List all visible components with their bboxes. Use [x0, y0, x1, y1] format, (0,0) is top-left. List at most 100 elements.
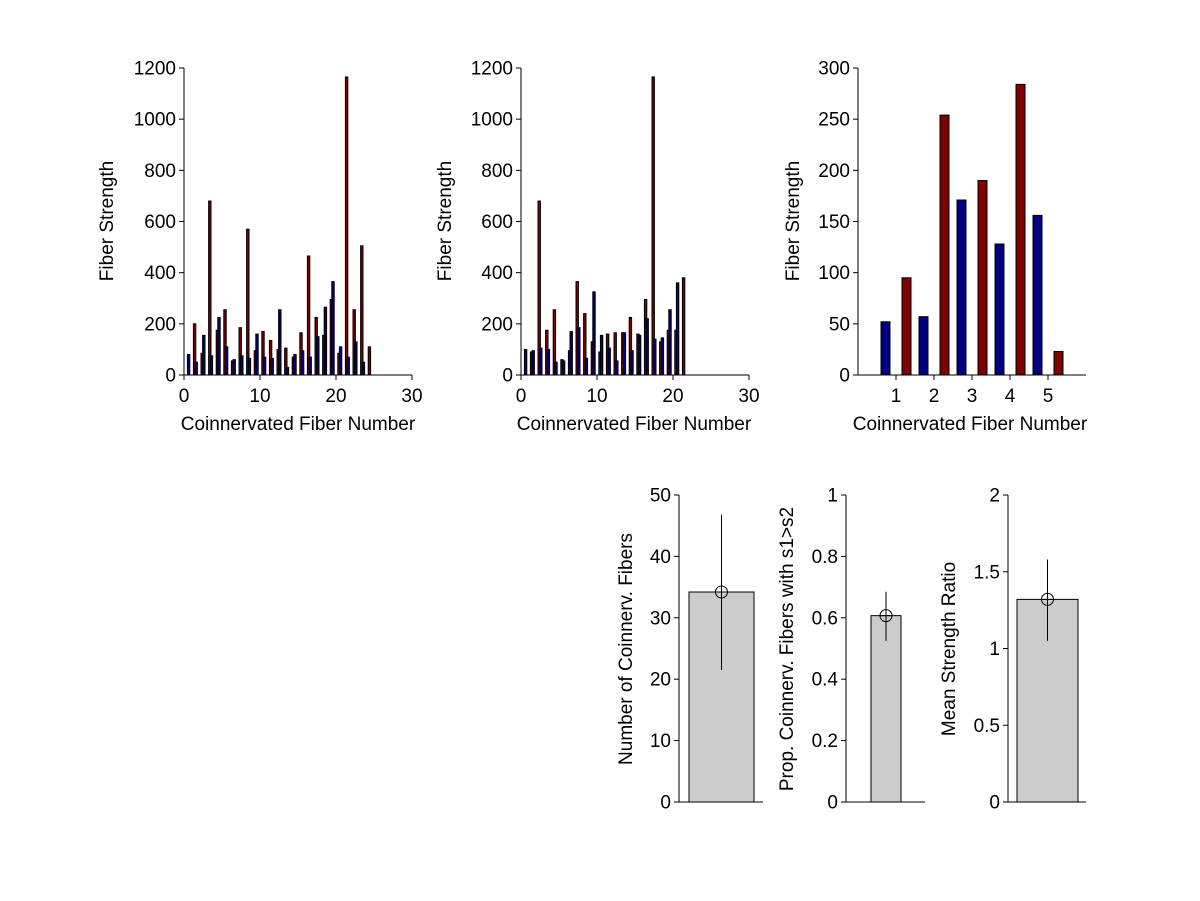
panel-a-bar-s1-7 [232, 359, 236, 376]
panel-c-bar-s1-2 [918, 316, 929, 376]
panel-b-y-axis-label: Fiber Strength [435, 161, 456, 281]
panel-a-x-ticks: 0 10 20 30 [179, 375, 423, 407]
panel-a-bar-s1-24 [361, 361, 366, 376]
panel-c-xtick-label: 4 [1005, 386, 1016, 407]
panel-e-ytick-label: 0.4 [812, 670, 839, 691]
panel-a-bar-s2-23 [360, 245, 364, 376]
panel-b-bar-s1-21 [675, 282, 680, 376]
panel-c-xtick-label: 2 [929, 386, 940, 407]
panel-a-bar-s2-8 [246, 228, 250, 376]
panel-c-ytick-label: 50 [829, 314, 850, 335]
panel-b-ytick-label: 800 [481, 161, 513, 182]
panel-a-ytick-label: 400 [144, 263, 176, 284]
panel-d-y-axis-label: Number of Coinnerv. Fibers [616, 533, 637, 765]
panel-a-bar-s1-1 [186, 354, 191, 376]
panel-a-bar-s1-13 [278, 309, 282, 376]
panel-b-x-axis-label: Coinnervated Fiber Number [517, 414, 752, 435]
panel-b-bar-s1-6 [561, 360, 566, 376]
panel-c-bar-s2-3 [977, 180, 988, 376]
panel-a-bar-s1-23 [354, 341, 358, 376]
panel-a-bar-s1-20 [331, 281, 335, 376]
panel-d-ytick-label: 50 [650, 486, 671, 507]
panel-d-ytick-label: 20 [650, 670, 671, 691]
panel-a-bar-s1-11 [262, 356, 267, 376]
panel-b-ytick-label: 1000 [471, 110, 513, 131]
panel-c-bar-s2-2 [939, 114, 950, 376]
panel-a-xtick-label: 20 [325, 386, 346, 407]
panel-a-bar-s1-10 [255, 333, 259, 376]
panel-d-chart: 0 10 20 30 40 50 Number of Coinnerv. Fibers [616, 486, 763, 814]
panel-b-bar-s1-19 [660, 337, 665, 376]
panel-c-bars [880, 83, 1064, 376]
panel-e-ytick-label: 0.8 [812, 547, 838, 568]
panel-b-ytick-label: 400 [481, 263, 513, 284]
panel-b-bar-s1-18 [653, 338, 657, 376]
panel-c-bar-s1-5 [1032, 214, 1043, 376]
panel-c-bar-s1-4 [994, 243, 1005, 376]
panel-c-xtick-label: 5 [1043, 386, 1054, 407]
panel-f-chart: 0 0.5 1 1.5 2 Mean Strength Ratio [939, 486, 1086, 814]
panel-a-bar-s2-21 [344, 76, 349, 376]
panel-b-ytick-label: 1200 [471, 59, 513, 80]
panel-f-bars [1016, 559, 1079, 803]
panel-e-y-axis-label: Prop. Coinnerv. Fibers with s1>s2 [777, 507, 798, 791]
panel-e-ytick-label: 0 [827, 793, 838, 814]
panel-a-bar-s1-5 [217, 316, 221, 376]
panel-a-chart: 0 200 400 600 800 1000 1200 0 10 20 30 Coinnervat… [97, 59, 423, 436]
panel-b-xtick-label: 10 [586, 386, 607, 407]
panel-b-xtick-label: 30 [738, 386, 759, 407]
panel-d-ytick-label: 40 [650, 547, 671, 568]
panel-a-bar-s1-2 [194, 361, 198, 376]
panel-a-bar-s1-19 [323, 306, 328, 376]
panel-a-ytick-label: 1200 [134, 59, 176, 80]
panel-a-ytick-label: 0 [165, 366, 176, 387]
panel-f-ytick-label: 1 [989, 639, 1000, 660]
panel-b-bar-s1-5 [554, 361, 558, 376]
panel-a-ytick-label: 200 [144, 314, 176, 335]
panel-d-ytick-label: 30 [650, 608, 671, 629]
panel-a-y-axis-label: Fiber Strength [97, 161, 118, 281]
panel-a-ytick-label: 1000 [134, 110, 176, 131]
panel-c-ytick-label: 300 [818, 59, 850, 80]
panel-a-bar-s1-15 [293, 354, 297, 376]
panel-e-y-ticks: 0 0.2 0.4 0.6 0.8 1 [812, 486, 846, 814]
panel-a-bar-s1-3 [202, 334, 206, 376]
panel-e-bars [870, 591, 902, 803]
panel-a-bar-s1-4 [209, 355, 214, 376]
panel-c-bar-s2-5 [1053, 350, 1064, 376]
panel-b-bar-s1-12 [607, 347, 611, 376]
panel-c-xtick-label: 3 [967, 386, 978, 407]
panel-b-bar-s1-9 [584, 357, 589, 376]
panel-b-bar-s1-16 [637, 334, 642, 376]
panel-a-ytick-label: 600 [144, 212, 176, 233]
panel-a-bar-s1-14 [285, 366, 290, 376]
panel-b-xtick-label: 20 [662, 386, 683, 407]
panel-b-xtick-label: 0 [516, 386, 527, 407]
panel-b-bar-s1-2 [531, 350, 535, 376]
panel-b-bar-s2-17 [651, 76, 655, 376]
panel-f-ytick-label: 0 [989, 793, 1000, 814]
panel-e-ytick-label: 0.6 [812, 608, 838, 629]
panel-a-ytick-label: 800 [144, 161, 176, 182]
panel-b-ytick-label: 600 [481, 212, 513, 233]
panel-a-bar-s1-12 [270, 357, 274, 376]
panel-a-bar-s2-24 [367, 346, 372, 376]
panel-b-bar-s1-13 [615, 360, 619, 376]
panel-e-ytick-label: 0.2 [812, 731, 838, 752]
panel-f-ytick-label: 2 [989, 486, 1000, 507]
panel-f-y-ticks: 0 0.5 1 1.5 2 [974, 486, 1008, 814]
panel-a-bar-s1-6 [224, 346, 229, 376]
panel-f-y-axis-label: Mean Strength Ratio [939, 562, 960, 736]
panel-a-y-ticks: 0 200 400 600 800 1000 1200 [134, 59, 184, 387]
panel-b-bar-s1-7 [569, 331, 573, 376]
panel-e-bar [870, 615, 902, 803]
panel-c-chart: 0 50 100 150 200 250 300 1 2 3 4 5 Coinnervated Fi… [783, 59, 1088, 436]
panel-c-ytick-label: 150 [818, 212, 850, 233]
panel-b-bar-s1-11 [599, 334, 604, 376]
panel-c-y-ticks: 0 50 100 150 200 250 300 [818, 59, 858, 387]
panel-e-ytick-label: 1 [827, 486, 838, 507]
panel-b-bar-s2-21 [681, 277, 686, 376]
panel-a-xtick-label: 10 [249, 386, 270, 407]
